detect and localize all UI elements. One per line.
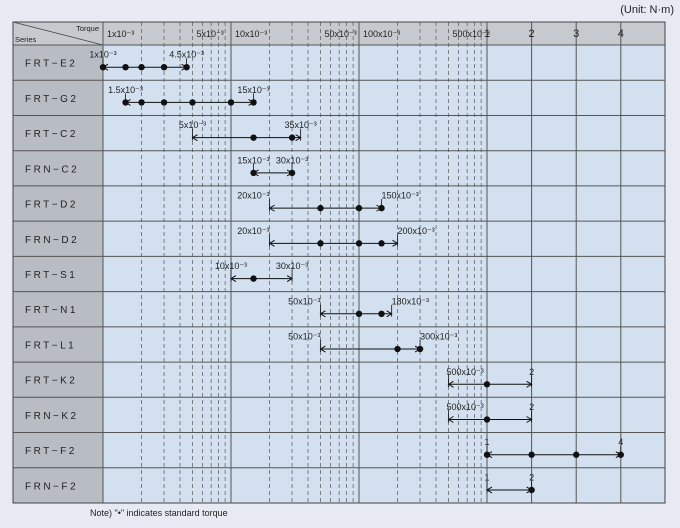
- x-tick-label: 1x10⁻³: [107, 29, 134, 39]
- standard-torque-point: [483, 381, 491, 388]
- range-max-label: 30x10⁻³: [276, 261, 308, 271]
- standard-torque-point: [160, 63, 168, 71]
- standard-torque-point: [250, 134, 257, 141]
- series-label: FRT−E2: [25, 59, 77, 70]
- range-min-label: 1.5x10⁻³: [108, 85, 143, 95]
- unit-label: (Unit: N·m): [620, 4, 674, 16]
- range-max-label: 300x10⁻³: [420, 332, 457, 342]
- series-label: FRT−S1: [25, 270, 77, 281]
- standard-torque-point: [573, 451, 580, 458]
- series-label: FRT−C2: [25, 129, 78, 140]
- x-tick-label: 5x10⁻³: [196, 29, 223, 39]
- standard-torque-point: [138, 63, 145, 71]
- standard-torque-point: [528, 486, 535, 494]
- range-min-label: 10x10⁻³: [215, 261, 247, 271]
- standard-torque-point: [250, 99, 257, 106]
- series-label: FRN−F2: [25, 481, 78, 492]
- range-max-label: 30x10⁻³: [276, 155, 308, 165]
- range-min-label: 500x10⁻³: [446, 402, 483, 412]
- torque-header: Torque: [76, 24, 99, 33]
- x-tick-label: 1: [484, 28, 490, 40]
- standard-torque-point: [394, 345, 401, 353]
- range-max-label: 4: [618, 437, 623, 447]
- series-label: FRT−F2: [25, 446, 77, 457]
- standard-torque-point: [378, 310, 385, 318]
- range-min-label: 1x10⁻³: [89, 50, 116, 60]
- x-tick-label: 500x10⁻³: [452, 29, 489, 39]
- range-min-label: 1: [484, 437, 489, 447]
- standard-torque-point: [317, 204, 324, 212]
- x-tick-label: 3: [573, 28, 579, 40]
- range-min-label: 50x10⁻³: [288, 332, 320, 342]
- standard-torque-point: [250, 275, 257, 282]
- range-max-label: 150x10⁻³: [382, 191, 419, 201]
- series-column: [13, 22, 103, 503]
- range-max-label: 2: [529, 402, 534, 412]
- standard-torque-point: [138, 99, 145, 106]
- range-min-label: 20x10⁻³: [237, 226, 269, 236]
- standard-torque-point: [317, 240, 324, 247]
- standard-torque-point: [355, 204, 363, 212]
- x-tick-label: 4: [618, 28, 624, 40]
- range-max-label: 2: [529, 472, 534, 482]
- standard-torque-point: [288, 169, 296, 177]
- range-max-label: 15x10⁻³: [237, 85, 269, 95]
- series-label: FRT−L1: [25, 340, 76, 351]
- range-max-label: 4.5x10⁻³: [169, 50, 204, 60]
- standard-torque-point: [416, 345, 424, 353]
- standard-torque-point: [227, 99, 235, 106]
- x-tick-label: 100x10⁻³: [363, 29, 400, 39]
- standard-torque-point: [355, 240, 363, 247]
- plot-area: [103, 22, 665, 503]
- standard-torque-point: [617, 451, 624, 458]
- series-label: FRT−D2: [25, 200, 78, 211]
- standard-torque-point: [160, 99, 168, 106]
- standard-torque-point: [378, 240, 385, 247]
- range-min-label: 5x10⁻³: [179, 120, 206, 130]
- standard-torque-point: [288, 134, 296, 141]
- range-min-label: 500x10⁻³: [446, 367, 483, 377]
- standard-torque-point: [528, 451, 535, 458]
- series-label: FRT−G2: [25, 94, 78, 105]
- standard-torque-point: [99, 63, 107, 71]
- range-min-label: 15x10⁻³: [237, 155, 269, 165]
- standard-torque-point: [189, 99, 196, 106]
- range-min-label: 20x10⁻³: [237, 191, 269, 201]
- chart-frame: [12, 21, 666, 504]
- standard-torque-point: [483, 416, 491, 423]
- range-min-label: 1: [484, 472, 489, 482]
- x-tick-label: 50x10⁻³: [324, 29, 356, 39]
- standard-torque-point: [122, 63, 129, 71]
- series-label: FRN−D2: [25, 235, 79, 246]
- series-header: Series: [15, 35, 37, 44]
- series-label: FRT−N1: [25, 305, 78, 316]
- header-diagonal: [12, 21, 104, 46]
- range-max-label: 200x10⁻³: [398, 226, 435, 236]
- standard-torque-point: [250, 169, 257, 177]
- standard-torque-point: [483, 451, 491, 458]
- range-max-label: 180x10⁻³: [392, 296, 429, 306]
- standard-torque-point: [122, 99, 129, 106]
- range-min-label: 50x10⁻³: [288, 296, 320, 306]
- standard-torque-point: [183, 63, 190, 71]
- x-tick-label: 2: [529, 28, 535, 40]
- standard-torque-point: [355, 310, 363, 318]
- standard-torque-point: [378, 204, 385, 212]
- range-max-label: 35x10⁻³: [285, 120, 317, 130]
- header-row: [13, 22, 665, 45]
- series-label: FRN−K2: [25, 411, 79, 422]
- series-label: FRT−K2: [25, 376, 77, 387]
- range-max-label: 2: [529, 367, 534, 377]
- series-label: FRN−C2: [25, 164, 79, 175]
- x-tick-label: 10x10⁻³: [235, 29, 267, 39]
- standard-torque-note: Note) "•" indicates standard torque: [90, 508, 228, 518]
